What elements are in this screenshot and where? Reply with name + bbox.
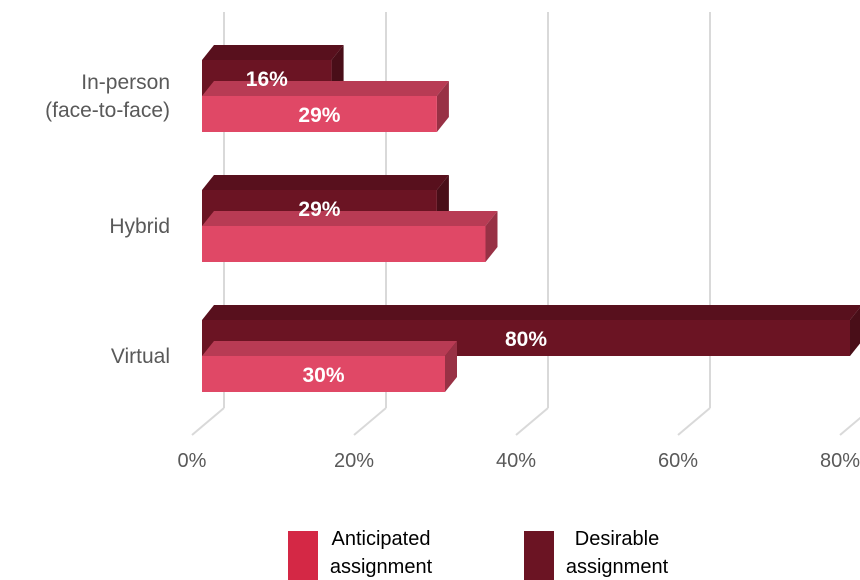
bar-anticipated bbox=[202, 81, 449, 132]
legend-item: Desirable assignment bbox=[524, 528, 669, 580]
x-tick-label: 0% bbox=[178, 450, 207, 472]
x-tick-label: 80% bbox=[820, 450, 860, 472]
data-label-anticipated: 30% bbox=[302, 364, 344, 387]
legend-label: Anticipated assignment bbox=[330, 528, 433, 578]
x-tick-label: 60% bbox=[658, 450, 698, 472]
category-labels: In-person (face-to-face) Hybrid Virtual bbox=[45, 71, 170, 368]
grid-line bbox=[839, 416, 860, 436]
x-tick-label: 40% bbox=[496, 450, 536, 472]
legend: Anticipated assignment Desirable assignment bbox=[288, 528, 669, 580]
bar-anticipated bbox=[202, 341, 457, 392]
grid-line bbox=[677, 12, 711, 436]
category-label: In-person (face-to-face) bbox=[45, 71, 170, 122]
grid-line bbox=[515, 12, 549, 436]
legend-label: Desirable assignment bbox=[566, 528, 669, 578]
legend-swatch bbox=[524, 531, 554, 580]
bar-anticipated bbox=[202, 211, 498, 262]
data-labels: 16% 29% 29% 80% 30% bbox=[246, 68, 548, 387]
category-label: Virtual bbox=[111, 345, 170, 368]
legend-item: Anticipated assignment bbox=[288, 528, 433, 580]
category-label: Hybrid bbox=[109, 215, 170, 238]
data-label-anticipated: 29% bbox=[298, 104, 340, 127]
bars bbox=[202, 45, 860, 392]
data-label-desirable: 29% bbox=[298, 198, 340, 221]
x-axis-ticks: 0% 20% 40% 60% 80% bbox=[178, 450, 860, 472]
legend-swatch bbox=[288, 531, 318, 580]
data-label-desirable: 16% bbox=[246, 68, 288, 91]
x-tick-label: 20% bbox=[334, 450, 374, 472]
data-label-desirable: 80% bbox=[505, 328, 547, 351]
